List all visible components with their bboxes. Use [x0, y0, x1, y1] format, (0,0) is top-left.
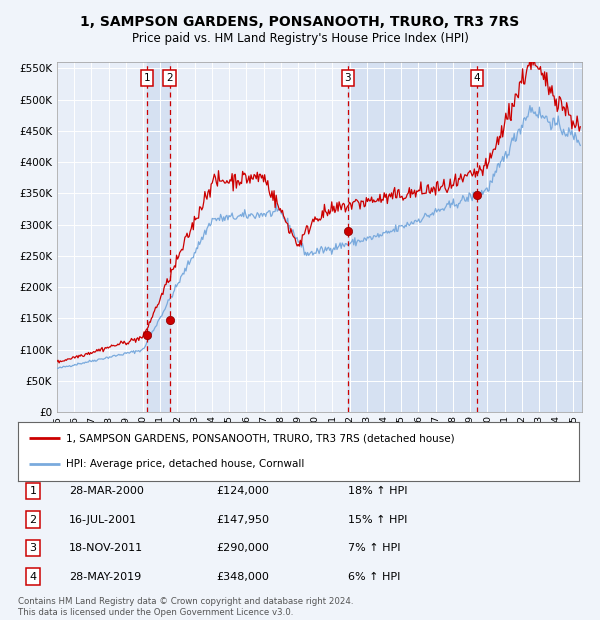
Text: 4: 4 [474, 73, 481, 82]
Text: 3: 3 [344, 73, 351, 82]
Text: 4: 4 [29, 572, 37, 582]
Text: 1: 1 [29, 486, 37, 496]
Text: 15% ↑ HPI: 15% ↑ HPI [348, 515, 407, 525]
Text: 16-JUL-2001: 16-JUL-2001 [69, 515, 137, 525]
Text: 18% ↑ HPI: 18% ↑ HPI [348, 486, 407, 496]
Text: 28-MAY-2019: 28-MAY-2019 [69, 572, 141, 582]
Text: HPI: Average price, detached house, Cornwall: HPI: Average price, detached house, Corn… [65, 459, 304, 469]
Bar [147, 62, 170, 412]
Text: Price paid vs. HM Land Registry's House Price Index (HPI): Price paid vs. HM Land Registry's House … [131, 32, 469, 45]
Text: 28-MAR-2000: 28-MAR-2000 [69, 486, 144, 496]
Text: 18-NOV-2011: 18-NOV-2011 [69, 543, 143, 553]
Text: £147,950: £147,950 [216, 515, 269, 525]
Text: 1: 1 [144, 73, 151, 82]
Text: £290,000: £290,000 [216, 543, 269, 553]
Text: 1, SAMPSON GARDENS, PONSANOOTH, TRURO, TR3 7RS: 1, SAMPSON GARDENS, PONSANOOTH, TRURO, T… [80, 16, 520, 30]
Text: 2: 2 [29, 515, 37, 525]
Text: £124,000: £124,000 [216, 486, 269, 496]
Bar [348, 62, 582, 412]
Text: 1, SAMPSON GARDENS, PONSANOOTH, TRURO, TR3 7RS (detached house): 1, SAMPSON GARDENS, PONSANOOTH, TRURO, T… [65, 433, 454, 443]
Text: 2: 2 [166, 73, 173, 82]
Text: Contains HM Land Registry data © Crown copyright and database right 2024.
This d: Contains HM Land Registry data © Crown c… [18, 598, 353, 617]
Text: £348,000: £348,000 [216, 572, 269, 582]
Text: 7% ↑ HPI: 7% ↑ HPI [348, 543, 401, 553]
Text: 6% ↑ HPI: 6% ↑ HPI [348, 572, 400, 582]
Text: 3: 3 [29, 543, 37, 553]
